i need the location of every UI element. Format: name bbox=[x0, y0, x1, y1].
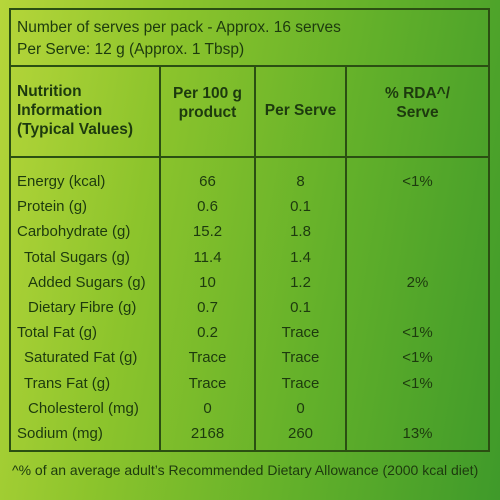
cell-value: 11.4 bbox=[193, 248, 222, 266]
row-label: Total Fat (g) bbox=[17, 324, 98, 342]
divider bbox=[9, 156, 490, 158]
divider bbox=[9, 65, 490, 67]
cell-value: 10 bbox=[199, 273, 216, 291]
cell-value: Trace bbox=[188, 374, 227, 392]
row-label: Trans Fat (g) bbox=[24, 374, 111, 392]
cell-value: Trace bbox=[281, 324, 320, 342]
cell-value: 2168 bbox=[190, 425, 225, 442]
row-label: Saturated Fat (g) bbox=[24, 349, 138, 367]
table-border bbox=[9, 8, 490, 452]
cell-value: 13% bbox=[402, 425, 433, 442]
cell-value: 0.1 bbox=[290, 299, 311, 316]
row-label: Energy (kcal) bbox=[17, 173, 106, 190]
column-divider bbox=[345, 65, 347, 452]
cell-value: 1.4 bbox=[290, 248, 311, 266]
row-label: Sodium (mg) bbox=[17, 425, 103, 442]
cell-value: 1.8 bbox=[290, 223, 311, 241]
column-header: Per Serve bbox=[264, 102, 337, 119]
cell-value: Trace bbox=[281, 374, 320, 392]
column-divider bbox=[159, 65, 161, 452]
row-label: Added Sugars (g) bbox=[28, 273, 146, 291]
cell-value: 66 bbox=[199, 173, 216, 190]
cell-value: <1% bbox=[402, 349, 433, 367]
cell-value: 0 bbox=[296, 399, 305, 417]
cell-value: 0.7 bbox=[197, 299, 218, 316]
cell-value: 0 bbox=[203, 399, 212, 417]
cell-value: 2% bbox=[406, 273, 429, 291]
column-header: % RDA^/ Serve bbox=[384, 85, 451, 121]
cell-value: 8 bbox=[296, 173, 305, 190]
cell-value: Trace bbox=[188, 349, 227, 367]
cell-value: 0.2 bbox=[197, 324, 218, 342]
cell-value: <1% bbox=[402, 374, 433, 392]
column-divider bbox=[254, 65, 256, 452]
cell-value: 0.1 bbox=[290, 198, 311, 216]
column-header: Per 100 g product bbox=[173, 85, 242, 121]
footnote: ^% of an average adult’s Recommended Die… bbox=[12, 462, 479, 478]
cell-value: <1% bbox=[402, 324, 433, 342]
row-label: Dietary Fibre (g) bbox=[28, 299, 137, 316]
row-label: Cholesterol (mg) bbox=[28, 399, 139, 417]
serving-size: Per Serve: 12 g (Approx. 1 Tbsp) bbox=[17, 41, 245, 58]
cell-value: <1% bbox=[402, 173, 433, 190]
cell-value: 0.6 bbox=[197, 198, 218, 216]
cell-value: 260 bbox=[287, 425, 314, 442]
cell-value: 1.2 bbox=[290, 273, 311, 291]
cell-value: 15.2 bbox=[192, 223, 223, 241]
row-label: Carbohydrate (g) bbox=[17, 223, 131, 241]
row-label: Total Sugars (g) bbox=[24, 248, 130, 266]
row-label: Protein (g) bbox=[17, 198, 88, 216]
column-header: Nutrition Information (Typical Values) bbox=[17, 83, 134, 138]
serves-per-pack: Number of serves per pack - Approx. 16 s… bbox=[17, 19, 341, 36]
cell-value: Trace bbox=[281, 349, 320, 367]
